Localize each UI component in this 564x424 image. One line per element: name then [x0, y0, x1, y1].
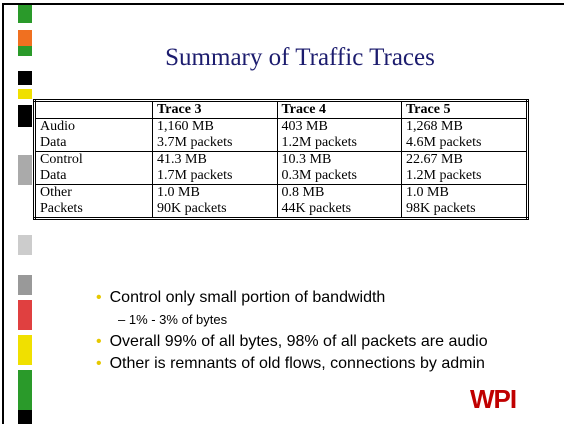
sub-dash: –	[118, 312, 129, 327]
header-cell: Trace 4	[276, 100, 402, 119]
cell-line: 44K packets	[281, 201, 352, 216]
cell: 22.67 MB 1.2M packets	[401, 151, 528, 185]
cell-line: 1.0 MB	[157, 185, 200, 200]
bullet: • Control only small portion of bandwidth	[96, 287, 488, 309]
table: Trace 3 Trace 4 Trace 5 Audio Data 1,160 MB 3.…	[33, 99, 529, 220]
bullet-text: Other is remnants of old flows, connecti…	[109, 355, 485, 372]
cell-line: 22.67 MB	[406, 152, 463, 167]
cell-line: 1,268 MB	[406, 119, 463, 134]
cell-line: 1.7M packets	[157, 168, 233, 183]
cell-line: 0.8 MB	[281, 185, 325, 200]
header-cell: Trace 3	[152, 100, 278, 119]
cell-line: 1.2M packets	[281, 135, 357, 150]
row: Audio Data 1,160 MB 3.7M packets 403 MB 1.2M …	[34, 118, 528, 152]
cell-line: 41.3 MB	[157, 152, 207, 167]
bullet-dot: •	[96, 289, 102, 306]
decor-stripe	[18, 5, 32, 424]
cell: 0.8 MB 44K packets	[276, 184, 402, 219]
cell-line: 4.6M packets	[406, 135, 482, 150]
cell-line: 3.7M packets	[157, 135, 233, 150]
bullet-text: Overall 99% of all bytes, 98% of all pac…	[109, 333, 488, 350]
cell-line: Data	[40, 135, 67, 150]
cell-line: Data	[40, 168, 67, 183]
bullet: • Other is remnants of old flows, connect…	[96, 353, 488, 375]
header-cell: Trace 5	[401, 100, 528, 119]
logo: WPI	[470, 384, 517, 414]
row-label: Control Data	[34, 151, 153, 185]
cell: 1,160 MB 3.7M packets	[152, 118, 278, 152]
cell-line: 90K packets	[157, 201, 227, 216]
cell-line: Control	[40, 152, 83, 167]
cell: 403 MB 1.2M packets	[276, 118, 402, 152]
cell-line: Other	[40, 185, 72, 200]
row: Other Packets 1.0 MB 90K packets 0.8 MB 44K p…	[34, 184, 528, 219]
frame	[2, 3, 564, 424]
cell: 10.3 MB 0.3M packets	[276, 151, 402, 185]
row-label: Other Packets	[34, 184, 153, 219]
bullet: • Overall 99% of all bytes, 98% of all pa…	[96, 331, 488, 353]
cell: 1.0 MB 90K packets	[152, 184, 278, 219]
cell: 41.3 MB 1.7M packets	[152, 151, 278, 185]
bullet-text: Control only small portion of bandwidth	[109, 289, 386, 306]
row-label: Audio Data	[34, 118, 153, 152]
cell-line: 1.0 MB	[406, 185, 449, 200]
cell-line: 98K packets	[406, 201, 476, 216]
title: Summary of Traffic Traces	[165, 44, 435, 71]
cell-line: 403 MB	[281, 119, 328, 134]
header-row: Trace 3 Trace 4 Trace 5	[34, 100, 528, 119]
bullet-dot: •	[96, 355, 102, 372]
cell-line: Packets	[40, 201, 83, 216]
cell-line: Audio	[40, 119, 75, 134]
cell-line: 1.2M packets	[406, 168, 482, 183]
cell-line: 10.3 MB	[281, 152, 332, 167]
row: Control Data 41.3 MB 1.7M packets 10.3 MB 0.3…	[34, 151, 528, 185]
corner-cell	[34, 100, 153, 119]
bullet-list: • Control only small portion of bandwidth…	[96, 287, 488, 375]
cell-line: 0.3M packets	[281, 168, 357, 183]
bullet-dot: •	[96, 333, 102, 350]
sub-bullet: – 1% - 3% of bytes	[118, 309, 488, 331]
cell-line: 1,160 MB	[157, 119, 214, 134]
sub-text: 1% - 3% of bytes	[128, 312, 228, 327]
cell: 1.0 MB 98K packets	[401, 184, 528, 219]
cell: 1,268 MB 4.6M packets	[401, 118, 528, 152]
